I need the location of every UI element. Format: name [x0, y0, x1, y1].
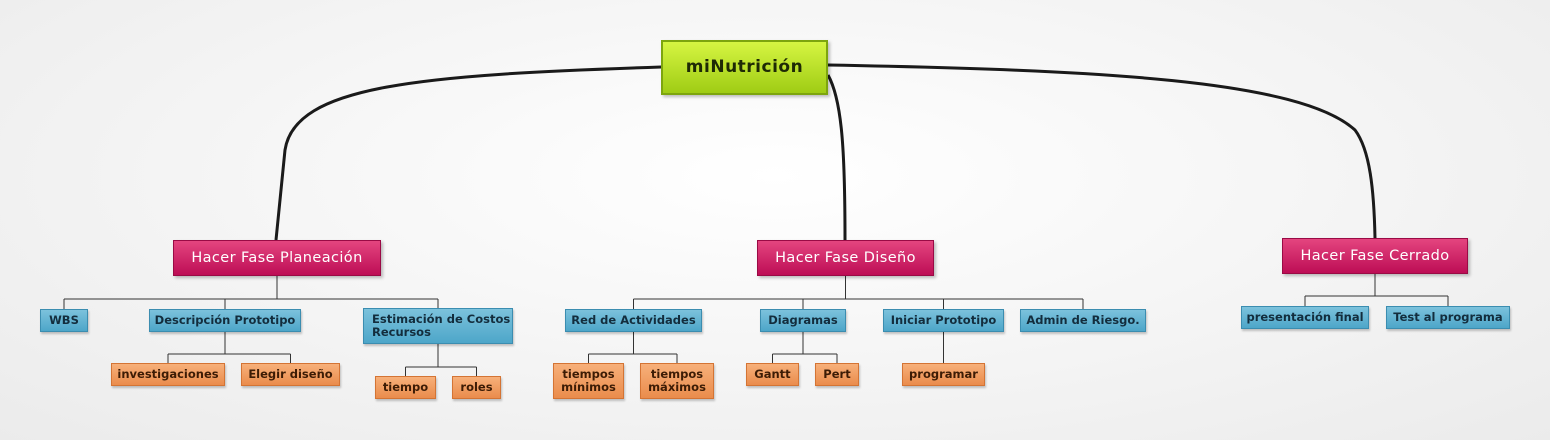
task-presentacion-final[interactable]: presentación final [1241, 306, 1369, 329]
task-wbs-label: WBS [49, 312, 79, 327]
task-estimacion-costos-label: Estimación de Costos Recursos [372, 311, 511, 339]
phase-diseno[interactable]: Hacer Fase Diseño [757, 240, 934, 276]
task-test-programa-label: Test al programa [1393, 309, 1503, 324]
subtask-tiempos-maximos-label: tiempos máximos [648, 366, 706, 394]
connector-root-planeacion [274, 65, 662, 241]
subtask-pert-label: Pert [823, 366, 851, 381]
branch-connector-phase-planeacion [63, 276, 439, 309]
subtask-tiempos-maximos[interactable]: tiempos máximos [640, 363, 714, 399]
subtask-programar[interactable]: programar [902, 363, 985, 386]
task-wbs[interactable]: WBS [40, 309, 88, 332]
subtask-gantt[interactable]: Gantt [746, 363, 799, 386]
task-descripcion-prototipo[interactable]: Descripción Prototipo [149, 309, 301, 332]
subtask-elegir-diseno-label: Elegir diseño [248, 366, 333, 381]
phase-planeacion[interactable]: Hacer Fase Planeación [173, 240, 381, 276]
branch-connector-phase-cerrado [1304, 274, 1449, 306]
branch-connectors [63, 274, 1449, 376]
branch-connector-task-diagramas [772, 332, 838, 363]
phase-diseno-label: Hacer Fase Diseño [775, 249, 916, 266]
task-test-programa[interactable]: Test al programa [1386, 306, 1510, 329]
subtask-roles[interactable]: roles [452, 376, 501, 399]
subtask-elegir-diseno[interactable]: Elegir diseño [241, 363, 340, 386]
phase-cerrado-label: Hacer Fase Cerrado [1300, 247, 1450, 264]
branch-connector-task-descripcion-prototipo [167, 332, 291, 363]
task-diagramas[interactable]: Diagramas [760, 309, 846, 332]
subtask-tiempo-label: tiempo [382, 379, 429, 394]
root-topic[interactable]: miNutrición [661, 40, 828, 95]
subtask-tiempos-minimos-label: tiempos mínimos [561, 366, 616, 394]
task-diagramas-label: Diagramas [768, 312, 838, 327]
subtask-investigaciones[interactable]: investigaciones [111, 363, 225, 386]
task-admin-riesgo-label: Admin de Riesgo. [1026, 312, 1140, 327]
subtask-tiempos-minimos[interactable]: tiempos mínimos [553, 363, 624, 399]
branch-connector-task-red-actividades [588, 332, 678, 363]
phase-planeacion-label: Hacer Fase Planeación [191, 249, 363, 266]
connector-root-diseno [826, 74, 847, 241]
connector-root-cerrado [827, 63, 1377, 239]
subtask-pert[interactable]: Pert [815, 363, 859, 386]
subtask-gantt-label: Gantt [754, 366, 791, 381]
task-admin-riesgo[interactable]: Admin de Riesgo. [1020, 309, 1146, 332]
subtask-programar-label: programar [909, 366, 978, 381]
branch-connector-phase-diseno [633, 276, 1084, 309]
branch-connector-task-estimacion-costos [405, 344, 477, 376]
subtask-investigaciones-label: investigaciones [117, 366, 219, 381]
task-estimacion-costos[interactable]: Estimación de Costos Recursos [363, 308, 513, 344]
task-presentacion-final-label: presentación final [1246, 309, 1364, 324]
subtask-tiempo[interactable]: tiempo [375, 376, 436, 399]
task-iniciar-prototipo-label: Iniciar Prototipo [890, 312, 997, 327]
task-descripcion-prototipo-label: Descripción Prototipo [154, 312, 296, 327]
subtask-roles-label: roles [460, 379, 493, 394]
root-topic-label: miNutrición [685, 56, 804, 77]
task-red-actividades-label: Red de Actividades [571, 312, 696, 327]
phase-cerrado[interactable]: Hacer Fase Cerrado [1282, 238, 1468, 274]
task-iniciar-prototipo[interactable]: Iniciar Prototipo [883, 309, 1004, 332]
task-red-actividades[interactable]: Red de Actividades [565, 309, 702, 332]
